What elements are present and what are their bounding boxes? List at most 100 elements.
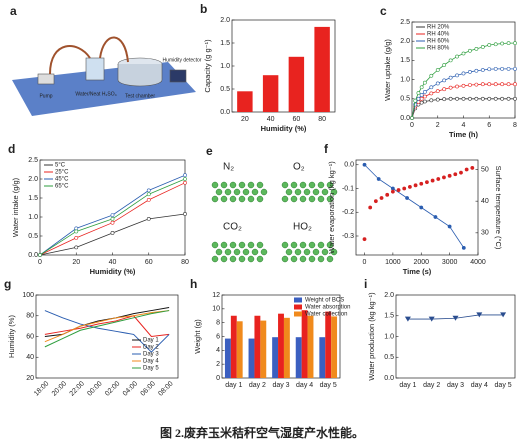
legend-label: Day 4 xyxy=(143,359,159,365)
marker xyxy=(429,85,434,90)
bottle xyxy=(85,57,105,81)
bar xyxy=(278,313,284,378)
y-tick-label: 2 xyxy=(216,361,220,368)
panel-letter: b xyxy=(200,2,207,16)
atom xyxy=(321,248,329,256)
y-axis-label: Water evaporation (kg kg⁻¹) xyxy=(327,161,336,254)
marker xyxy=(493,82,498,87)
marker xyxy=(428,316,435,322)
atom xyxy=(281,241,289,249)
marker xyxy=(480,82,485,87)
atom xyxy=(211,181,219,189)
marker xyxy=(422,94,427,99)
marker xyxy=(110,213,115,218)
atom xyxy=(215,248,223,256)
panel-letter: c xyxy=(380,4,387,18)
marker xyxy=(493,96,498,101)
marker xyxy=(419,205,424,210)
bar xyxy=(262,75,279,112)
x-tick-label: day 5 xyxy=(320,382,337,389)
legend-label: Water collection xyxy=(305,312,347,318)
legend-label: RH 40% xyxy=(427,32,450,38)
atom xyxy=(330,248,338,256)
atom xyxy=(242,248,250,256)
x-tick-label: day 3 xyxy=(272,382,289,389)
atom xyxy=(308,255,316,263)
chart: g 20 40 60 80 100 18:00 20:00 22:00 00:00 02:00 04:… xyxy=(4,277,179,398)
bar xyxy=(314,26,330,112)
bar xyxy=(260,320,267,378)
atom xyxy=(317,255,325,263)
atom xyxy=(256,195,264,203)
y-tick-label: 20 xyxy=(26,375,34,382)
atom xyxy=(285,188,293,196)
y-tick-label: 2.0 xyxy=(400,38,410,45)
atom xyxy=(290,195,298,203)
line xyxy=(44,315,170,338)
y-tick-label: 0.5 xyxy=(384,354,394,361)
bar xyxy=(283,317,290,378)
y-tick-label: 80 xyxy=(26,313,34,320)
marker xyxy=(416,91,421,95)
atom xyxy=(260,188,268,196)
marker xyxy=(493,42,498,47)
x-tick-label: 3000 xyxy=(442,259,458,266)
marker xyxy=(464,167,469,172)
legend-label: Day 5 xyxy=(143,366,159,372)
line xyxy=(411,98,515,119)
marker xyxy=(455,73,459,78)
x-tick-label: day 2 xyxy=(249,382,266,389)
x-tick-label: 6 xyxy=(487,122,491,129)
marker xyxy=(74,235,79,240)
line xyxy=(44,310,170,353)
panel-letter: i xyxy=(364,277,367,291)
chart: b 0.0 0.5 1.0 1.5 2.0 20 40 60 80 Capacity (g g⁻¹)… xyxy=(200,2,336,133)
marker xyxy=(362,162,367,167)
marker xyxy=(390,186,395,191)
x-tick-label: 2 xyxy=(436,122,440,129)
marker xyxy=(474,68,479,73)
marker xyxy=(447,173,452,178)
marker xyxy=(38,253,42,257)
atom xyxy=(242,188,250,196)
atom xyxy=(290,241,298,249)
panel-letter: h xyxy=(190,277,197,291)
marker xyxy=(487,96,492,101)
marker xyxy=(422,80,427,85)
device-label: Humidity detector xyxy=(163,57,202,63)
bar xyxy=(307,315,314,378)
atom xyxy=(251,188,259,196)
marker xyxy=(500,82,505,87)
y-tick-label: 100 xyxy=(22,292,34,299)
x-tick-label: 40 xyxy=(267,116,275,123)
y-tick-label: 6 xyxy=(216,333,220,340)
y-axis-label: Capacity (g g⁻¹) xyxy=(203,39,212,93)
bar xyxy=(272,337,279,378)
marker xyxy=(500,41,505,46)
atom xyxy=(299,181,307,189)
marker xyxy=(435,97,440,102)
marker xyxy=(480,68,485,72)
legend-label: 25°C xyxy=(55,170,69,176)
x-tick-label: day 4 xyxy=(296,382,313,389)
atom xyxy=(233,248,241,256)
marker xyxy=(385,192,390,197)
panel-letter: g xyxy=(4,277,11,291)
y-axis-label: Water production (kg kg⁻¹) xyxy=(367,292,376,381)
atom xyxy=(308,181,316,189)
bar xyxy=(236,321,243,378)
marker xyxy=(430,178,435,183)
atom xyxy=(326,181,334,189)
marker xyxy=(500,66,505,71)
x-tick-label: day 3 xyxy=(447,382,464,389)
chart: c 0.0 0.5 1.0 1.5 2.0 2.5 0 2 4 6 8 Water uptake (g/… xyxy=(380,4,517,139)
bar xyxy=(325,311,332,378)
atom xyxy=(299,195,307,203)
marker xyxy=(474,96,479,101)
marker xyxy=(436,177,441,181)
y2-tick-label: 50 xyxy=(481,166,489,173)
atom xyxy=(211,241,219,249)
marker xyxy=(422,99,427,104)
x-tick-label: day 1 xyxy=(399,382,416,389)
line xyxy=(364,164,465,249)
